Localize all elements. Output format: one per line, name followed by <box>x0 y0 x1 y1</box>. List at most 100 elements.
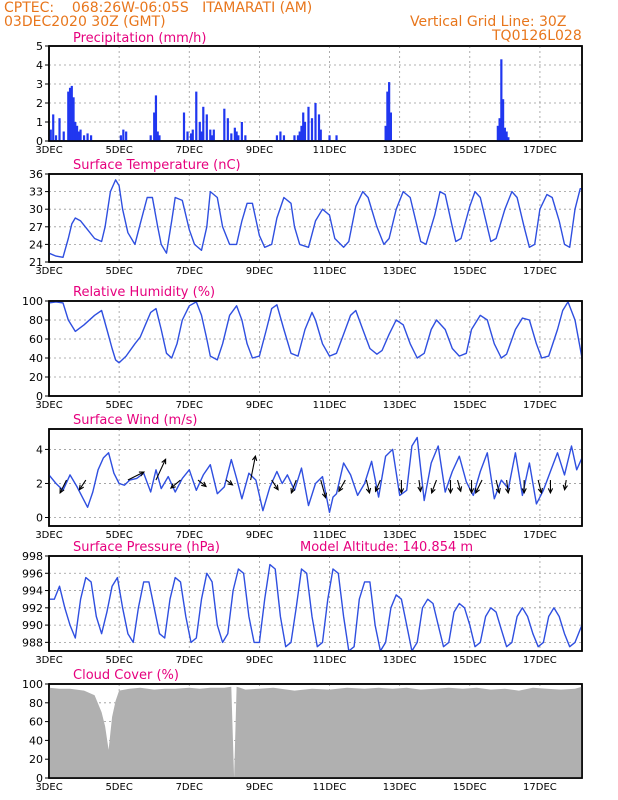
wind-arrow <box>456 479 462 492</box>
cloud-xtick-label: 9DEC <box>246 782 273 793</box>
cloud-ytick-label: 60 <box>29 716 43 729</box>
rh-ytick-label: 100 <box>22 295 43 308</box>
precip-bar <box>505 131 508 141</box>
pres-ytick-label: 998 <box>22 550 43 563</box>
precip-bar <box>279 131 282 141</box>
cloud-ytick-label: 40 <box>29 734 43 747</box>
wind-series-line <box>48 436 583 514</box>
precip-bar <box>314 103 317 141</box>
wind-arrow <box>431 479 437 494</box>
wind-arrow <box>271 479 279 490</box>
precip-bar <box>62 131 65 141</box>
precip-bar <box>54 135 58 141</box>
model-altitude: Model Altitude: 140.854 m <box>300 540 473 555</box>
cloud-ytick-label: 20 <box>29 753 43 766</box>
wind-arrow <box>78 479 87 490</box>
precip-bar <box>49 129 52 141</box>
rh-ytick-label: 60 <box>29 333 43 346</box>
temp-ytick-label: 24 <box>29 238 43 251</box>
precip-bar <box>70 85 73 141</box>
precip-bar <box>74 122 77 141</box>
precip-bar <box>149 135 152 141</box>
wind-xtick-label: 17DEC <box>523 530 557 541</box>
precip-bar <box>153 112 156 141</box>
precip-xtick-label: 5DEC <box>105 145 132 156</box>
precip-bar <box>384 125 387 141</box>
rh-xtick-label: 7DEC <box>176 400 203 411</box>
cloud-xtick-label: 3DEC <box>35 782 62 793</box>
temp-ytick-label: 21 <box>29 256 43 269</box>
precip-ytick-label: 2 <box>36 97 43 110</box>
wind-arrow-head <box>562 484 568 491</box>
pres-xtick-label: 7DEC <box>176 655 203 666</box>
precip-bar <box>503 127 506 141</box>
wind-arrow-head <box>475 487 480 495</box>
cloud-ytick-label: 80 <box>29 697 43 710</box>
wind-arrow-head <box>321 492 328 499</box>
wind-title: Surface Wind (m/s) <box>73 413 197 428</box>
wind-arrow-head <box>201 481 207 488</box>
precip-bar <box>209 129 212 141</box>
cloud-frame-top <box>48 683 583 779</box>
rh-ytick-label: 80 <box>29 314 43 327</box>
wind-arrow-head <box>456 486 463 493</box>
station-info: CPTEC: 068:26W-06:05S ITAMARATI (AM) <box>4 0 313 16</box>
pres-xtick-label: 15DEC <box>453 655 487 666</box>
precip-bar <box>68 87 72 141</box>
precip-bar <box>75 125 79 141</box>
precip-bar <box>189 133 193 141</box>
precip-ytick-label: 3 <box>36 78 43 91</box>
temp-ytick-label: 36 <box>29 168 43 181</box>
wind-arrow-head <box>521 488 527 495</box>
precip-bar <box>79 129 82 141</box>
temp-xtick-label: 9DEC <box>246 266 273 277</box>
cloud-xtick-label: 13DEC <box>383 782 417 793</box>
wind-xtick-label: 9DEC <box>246 530 273 541</box>
temp-xtick-label: 3DEC <box>35 266 62 277</box>
precip-bar <box>158 135 161 141</box>
wind-arrow-head <box>398 488 405 495</box>
precip-bar <box>86 133 89 141</box>
precip-bar <box>122 129 125 141</box>
precip-bar <box>223 108 226 141</box>
precip-bar <box>233 127 236 141</box>
precip-xtick-label: 9DEC <box>246 145 273 156</box>
precip-bar <box>388 82 391 141</box>
precip-bar <box>191 129 194 141</box>
temp-ytick-label: 27 <box>29 221 43 234</box>
precip-xtick-label: 17DEC <box>523 145 557 156</box>
wind-arrow <box>564 479 567 490</box>
wind-xtick-label: 11DEC <box>313 530 347 541</box>
precip-bar <box>67 91 70 141</box>
wind-arrow-head <box>417 486 423 493</box>
cloud-xtick-label: 15DEC <box>453 782 487 793</box>
precip-bar <box>200 131 203 141</box>
grid-note: Vertical Grid Line: 30Z <box>410 14 567 30</box>
wind-ytick-label: 2 <box>36 477 43 490</box>
wind-arrow-head <box>537 487 543 495</box>
cloud-xtick-label: 11DEC <box>313 782 347 793</box>
wind-arrow-head <box>495 487 501 495</box>
wind-arrow <box>338 479 346 492</box>
precip-frame-top <box>48 45 583 142</box>
precip-bar <box>186 131 189 141</box>
pres-frame-top <box>48 555 583 652</box>
precip-bar <box>58 118 61 141</box>
wind-ytick-label: 0 <box>36 511 43 524</box>
temp-series-line <box>48 179 582 258</box>
wind-frame <box>48 428 583 527</box>
wind-arrow-head <box>468 488 475 495</box>
rh-title: Relative Humidity (%) <box>73 285 215 300</box>
precip-bar <box>496 125 499 141</box>
wind-arrow <box>127 471 145 481</box>
precip-bar <box>502 99 505 141</box>
pres-xtick-label: 17DEC <box>523 655 557 666</box>
precip-ytick-label: 0 <box>36 135 43 148</box>
precip-bar <box>235 131 238 141</box>
wind-arrow <box>197 479 207 487</box>
wind-arrow <box>475 479 483 494</box>
wind-xtick-label: 3DEC <box>35 530 62 541</box>
precip-bar <box>296 135 300 141</box>
rh-xtick-label: 3DEC <box>35 400 62 411</box>
precip-bar <box>319 129 322 141</box>
